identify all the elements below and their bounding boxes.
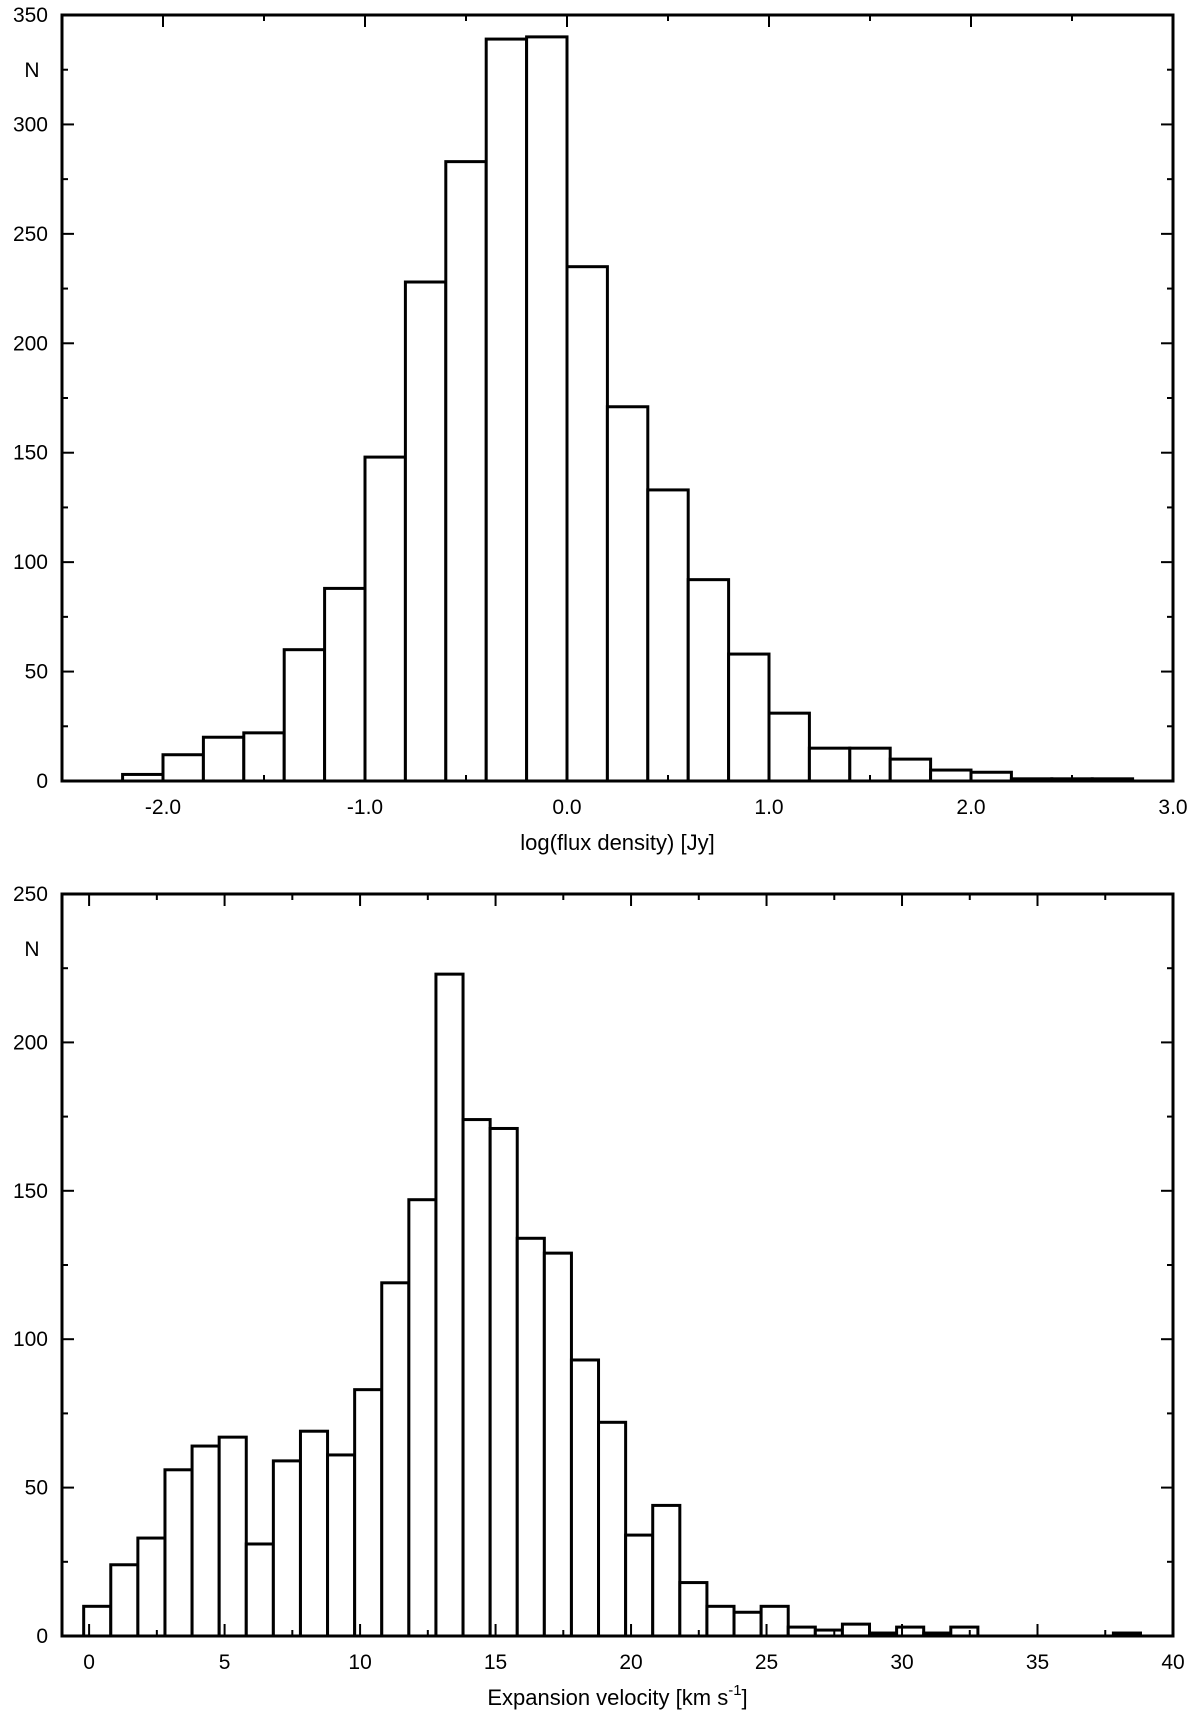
chart1-bar-9	[484, 37, 529, 783]
chart2-bar-24	[732, 1610, 763, 1638]
chart1-bar-1	[161, 753, 205, 783]
chart2-bar-28	[840, 1622, 872, 1638]
chart1-xlabel-main: log(flux density) [Jy]	[520, 830, 714, 855]
chart2-bar-15	[488, 1126, 519, 1638]
chart2-xtick-label-0: 0	[83, 1651, 95, 1674]
chart2-bar-25	[759, 1604, 790, 1638]
chart2-bar-18	[569, 1358, 601, 1638]
chart2-bar-17	[542, 1251, 573, 1638]
chart2-bar-2	[136, 1536, 167, 1638]
chart1-xtick-label-2: 0.0	[552, 796, 581, 819]
chart2-bar-19	[597, 1420, 628, 1638]
chart1-bar-4	[282, 648, 327, 783]
chart2-xtick-label-3: 15	[484, 1651, 507, 1674]
chart1-ytick-label-0: 0	[36, 770, 48, 793]
chart2-bar-9	[326, 1453, 357, 1638]
chart2-xtick-label-2: 10	[348, 1651, 371, 1674]
chart2-bar-10	[353, 1388, 384, 1638]
chart2-bar-6	[244, 1542, 275, 1638]
chart1-bar-10	[525, 35, 569, 783]
chart2-xlabel-main: Expansion velocity [km s	[487, 1685, 728, 1710]
chart1-bar-19	[888, 757, 933, 783]
chart1-ytick-label-5: 250	[13, 223, 48, 246]
chart2-ytick-label-2: 100	[13, 1328, 48, 1351]
chart2-bar-16	[515, 1236, 546, 1638]
chart1-ytick-label-2: 100	[13, 551, 48, 574]
chart2-bar-12	[407, 1198, 438, 1638]
chart1-xtick-label-5: 3.0	[1158, 796, 1187, 819]
chart1: 0 50 100 150 200 250 300 350 -2.0 -1.0 0.0 1.0 2.0 3.…	[13, 4, 1188, 855]
chart2-bar-0	[82, 1604, 113, 1638]
chart1-xtick-label-4: 2.0	[956, 796, 985, 819]
chart1-bar-13	[646, 488, 690, 783]
chart2-xtick-label-4: 20	[619, 1651, 642, 1674]
chart2-ylabel: N	[24, 938, 39, 961]
chart2-bar-23	[705, 1604, 736, 1638]
chart1-bar-16	[767, 711, 811, 783]
chart2-xtick-label-1: 5	[219, 1651, 231, 1674]
chart1-xtick-label-0: -2.0	[145, 796, 181, 819]
chart1-bar-17	[807, 746, 852, 783]
chart2-xlabel-end: ]	[742, 1685, 748, 1710]
chart2-ytick-label-0: 0	[36, 1625, 48, 1648]
chart1-ytick-label-6: 300	[13, 113, 48, 136]
chart1-ytick-label-3: 150	[13, 442, 48, 465]
chart2-ytick-label-5: 250	[13, 883, 48, 906]
chart2-bar-21	[651, 1503, 682, 1638]
chart2-bar-14	[461, 1118, 492, 1638]
chart2-xlabel: Expansion velocity [km s-1]	[487, 1682, 747, 1710]
chart1-bar-3	[242, 731, 286, 783]
chart1-bar-20	[929, 768, 973, 783]
chart1-ytick-label-4: 200	[13, 332, 48, 355]
chart2-bar-1	[109, 1563, 140, 1638]
chart2: 0 50 100 150 200 250 0 5 10 15 20 25 30 35 40 N Expansio…	[13, 883, 1185, 1710]
chart2-ytick-label-1: 50	[25, 1477, 48, 1500]
chart2-xlabel-sup: -1	[728, 1682, 741, 1699]
chart2-ytick-label-3: 150	[13, 1180, 48, 1203]
chart2-xtick-label-6: 30	[890, 1651, 913, 1674]
chart2-ytick-label-4: 200	[13, 1031, 48, 1054]
chart1-bar-8	[444, 160, 488, 783]
chart1-xtick-label-3: 1.0	[754, 796, 783, 819]
chart1-xtick-label-1: -1.0	[347, 796, 383, 819]
chart2-bar-20	[624, 1533, 655, 1638]
chart2-bar-8	[298, 1429, 330, 1638]
chart1-xlabel: log(flux density) [Jy]	[520, 830, 714, 855]
chart1-ytick-label-1: 50	[25, 661, 48, 684]
chart2-bar-3	[163, 1468, 194, 1638]
chart1-bar-6	[363, 455, 407, 783]
chart2-bar-5	[217, 1435, 248, 1638]
chart1-bar-7	[403, 280, 448, 783]
chart1-ylabel: N	[24, 59, 39, 82]
chart1-bar-2	[201, 735, 246, 783]
chart2-bar-11	[380, 1281, 411, 1638]
chart1-bar-5	[323, 586, 367, 783]
chart1-bar-14	[686, 578, 731, 783]
chart1-ytick-label-7: 350	[13, 4, 48, 27]
chart2-bar-7	[271, 1459, 302, 1638]
chart1-bar-12	[605, 405, 650, 783]
chart2-xtick-label-8: 40	[1161, 1651, 1184, 1674]
chart2-xtick-label-7: 35	[1026, 1651, 1049, 1674]
chart2-xtick-label-5: 25	[755, 1651, 778, 1674]
chart2-bar-22	[678, 1581, 709, 1638]
chart2-bar-4	[190, 1444, 221, 1638]
chart1-bar-15	[727, 652, 771, 783]
chart2-bar-13	[434, 972, 465, 1638]
chart1-bar-11	[565, 265, 609, 783]
